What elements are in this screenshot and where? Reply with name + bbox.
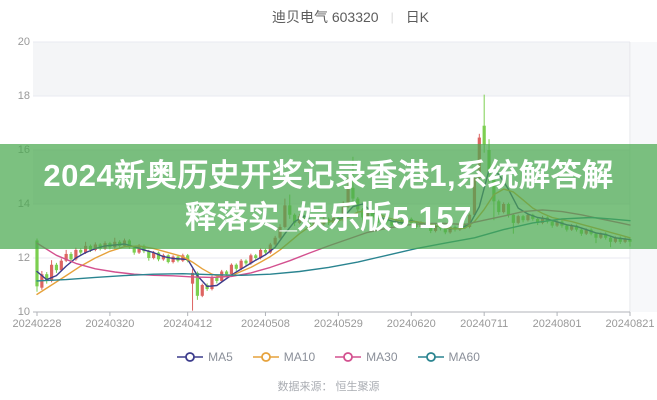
- watermark-text-line2: 释落实_娱乐版5.157: [185, 199, 472, 235]
- candle-body-down: [35, 240, 39, 287]
- price-band: [33, 42, 630, 96]
- y-tick-label: 10: [17, 306, 30, 318]
- candle-body-up: [249, 255, 253, 264]
- x-tick-label: 20240529: [313, 318, 363, 330]
- candle-body-down: [234, 264, 238, 269]
- stock-name-and-code: 迪贝电气 603320: [271, 9, 379, 25]
- y-tick-label: 12: [17, 252, 30, 264]
- candle-body-down: [69, 253, 73, 260]
- legend-marker-icon: [177, 352, 204, 362]
- candle-body-up: [190, 272, 195, 284]
- legend-label: MA60: [448, 350, 480, 364]
- candle-body-down: [79, 249, 83, 253]
- candle-body-up: [49, 264, 54, 281]
- x-tick-label: 20240412: [163, 318, 213, 330]
- legend-label: MA30: [366, 350, 398, 364]
- candle-body-down: [166, 255, 170, 263]
- candle-body-down: [482, 125, 486, 145]
- candle-body-up: [64, 253, 68, 261]
- candle-body-down: [147, 251, 151, 258]
- legend-label: MA5: [208, 350, 233, 364]
- legend-marker-icon: [417, 352, 444, 362]
- x-tick-label: 20240620: [386, 318, 436, 330]
- candle-body-up: [161, 255, 165, 260]
- candle-body-down: [54, 264, 59, 271]
- x-tick-label: 20240711: [460, 318, 509, 330]
- candle-body-down: [186, 255, 190, 261]
- candle-body-up: [152, 252, 156, 258]
- legend-item-ma10[interactable]: MA10: [252, 350, 316, 364]
- x-tick-label: 20240508: [240, 318, 290, 330]
- candle-body-up: [59, 260, 63, 271]
- x-tick-label: 20240320: [85, 318, 135, 330]
- y-tick-label: 20: [17, 36, 30, 48]
- legend-item-ma30[interactable]: MA30: [335, 350, 398, 364]
- x-tick-label: 20240801: [532, 318, 582, 330]
- candle-body-up: [239, 260, 243, 269]
- candle-body-down: [195, 272, 200, 296]
- candle-body-up: [171, 256, 175, 263]
- candle-body-up: [74, 249, 78, 260]
- candle-body-up: [200, 285, 204, 296]
- candle-body-up: [258, 249, 263, 258]
- x-tick-label: 20240228: [12, 318, 62, 330]
- x-tick-label: 20240821: [605, 318, 655, 330]
- watermark-text-line1: 2024新奥历史开奖记录香港1,系统解答解: [43, 157, 614, 193]
- candle-body-down: [132, 247, 136, 253]
- legend-item-ma5[interactable]: MA5: [177, 350, 233, 364]
- legend-item-ma60[interactable]: MA60: [417, 350, 480, 364]
- candle-body-up: [210, 276, 214, 290]
- candle-body-down: [215, 276, 219, 281]
- y-tick-label: 18: [17, 90, 30, 102]
- legend-label: MA10: [283, 350, 316, 364]
- candle-body-up: [229, 264, 234, 275]
- candle-body-up: [84, 245, 88, 253]
- legend-marker-icon: [252, 352, 279, 362]
- candle-body-down: [244, 260, 248, 264]
- candle-body-up: [181, 255, 185, 261]
- candle-body-down: [156, 252, 161, 260]
- period-label-daily-k[interactable]: 日K: [405, 9, 430, 25]
- ma-legend: MA5 MA10 MA30 MA60: [0, 350, 657, 364]
- candle-body-up: [137, 245, 141, 253]
- chart-title-bar: 迪贝电气 603320 | 日K: [22, 7, 657, 27]
- candle-body-down: [263, 249, 268, 253]
- candle-body-down: [45, 274, 49, 281]
- candle-body-down: [224, 271, 229, 275]
- data-source-note: 数据来源： 恒生聚源: [277, 381, 380, 393]
- candle-body-down: [254, 255, 258, 258]
- spam-watermark-banner: 2024新奥历史开奖记录香港1,系统解答解 释落实_娱乐版5.157: [0, 144, 657, 249]
- legend-marker-icon: [335, 352, 362, 362]
- title-separator: |: [390, 10, 394, 24]
